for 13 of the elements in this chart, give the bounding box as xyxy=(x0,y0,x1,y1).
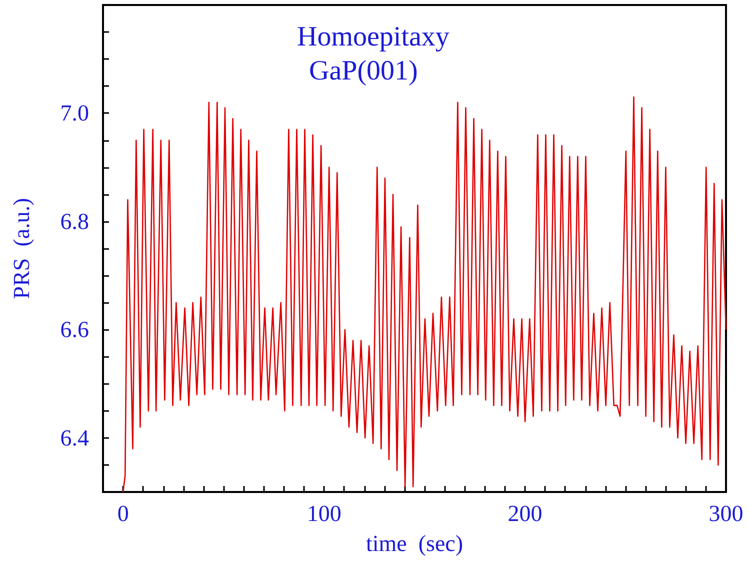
text: GaP(001) xyxy=(309,56,418,86)
line-series xyxy=(122,96,727,493)
x-tick-label: 0 xyxy=(117,501,129,526)
y-tick-label: 6.8 xyxy=(60,208,89,234)
y-tick-label: 6.6 xyxy=(60,317,89,342)
text: Homoepitaxy xyxy=(297,22,450,52)
x-tick-label: 100 xyxy=(306,501,342,526)
x-axis-title: time (sec) xyxy=(366,531,464,556)
x-tick-label: 300 xyxy=(708,501,744,526)
y-tick-label: 6.4 xyxy=(60,425,90,450)
y-axis-title: PRS (a.u.) xyxy=(9,198,34,299)
x-tick-label: 200 xyxy=(508,501,542,526)
y-tick-label: 7.0 xyxy=(60,100,89,126)
